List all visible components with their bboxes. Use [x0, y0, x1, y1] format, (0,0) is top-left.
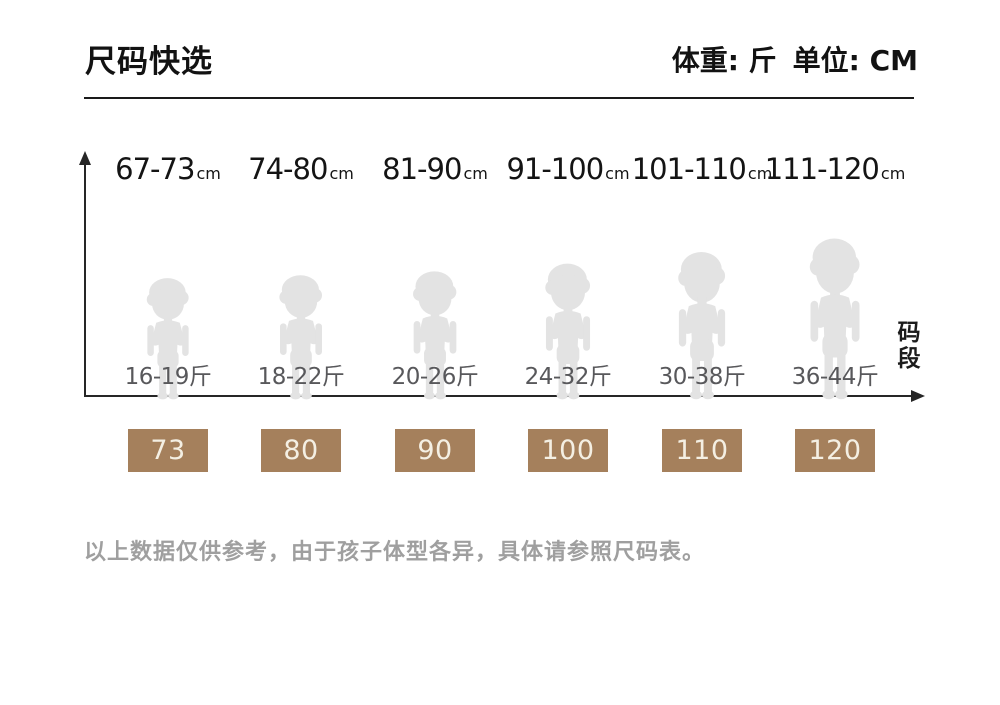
- y-axis-arrow-icon: [79, 151, 91, 165]
- header-divider: [84, 97, 914, 99]
- header-units: 体重: 斤 单位: CM: [672, 39, 918, 79]
- child-silhouette-icon: [405, 267, 466, 400]
- child-silhouette-icon: [537, 259, 600, 400]
- size-box-73[interactable]: 73: [128, 429, 208, 472]
- weight-range-label: 16-19斤: [124, 364, 212, 390]
- x-axis-arrow-icon: [911, 390, 925, 402]
- height-range-label: 111-120 cm: [764, 152, 906, 186]
- size-box-110[interactable]: 110: [662, 429, 742, 472]
- size-column-110: 101-110 cm 30-38斤 110: [627, 0, 777, 705]
- weight-range-label: 18-22斤: [257, 364, 345, 390]
- weight-range-label: 24-32斤: [524, 364, 612, 390]
- height-range-label: 91-100 cm: [506, 152, 630, 186]
- size-column-90: 81-90 cm 20-26斤 90: [360, 0, 510, 705]
- size-box-100[interactable]: 100: [528, 429, 608, 472]
- height-range-label: 101-110 cm: [631, 152, 773, 186]
- size-column-120: 111-120 cm 36-44斤 120: [760, 0, 910, 705]
- height-range-label: 67-73 cm: [115, 152, 221, 186]
- size-column-73: 67-73 cm 16-19斤 73: [93, 0, 243, 705]
- size-column-100: 91-100 cm 24-32斤 100: [493, 0, 643, 705]
- child-silhouette-icon: [800, 233, 870, 400]
- x-axis-label: 码段: [893, 320, 919, 372]
- child-silhouette-icon: [139, 274, 198, 400]
- height-range-label: 81-90 cm: [382, 152, 488, 186]
- x-axis-line: [84, 395, 912, 397]
- child-silhouette-icon: [271, 271, 331, 400]
- y-axis-line: [84, 164, 86, 397]
- size-box-80[interactable]: 80: [261, 429, 341, 472]
- height-unit-label: 单位: CM: [792, 44, 918, 77]
- size-column-80: 74-80 cm 18-22斤 80: [226, 0, 376, 705]
- height-range-label: 74-80 cm: [248, 152, 354, 186]
- size-box-90[interactable]: 90: [395, 429, 475, 472]
- weight-range-label: 20-26斤: [391, 364, 479, 390]
- page-title: 尺码快选: [85, 44, 213, 80]
- disclaimer-note: 以上数据仅供参考，由于孩子体型各异，具体请参照尺码表。: [84, 540, 706, 565]
- weight-unit-label: 体重: 斤: [671, 44, 777, 77]
- weight-range-label: 30-38斤: [658, 364, 746, 390]
- child-silhouette-icon: [669, 247, 735, 400]
- weight-range-label: 36-44斤: [791, 364, 879, 390]
- size-box-120[interactable]: 120: [795, 429, 875, 472]
